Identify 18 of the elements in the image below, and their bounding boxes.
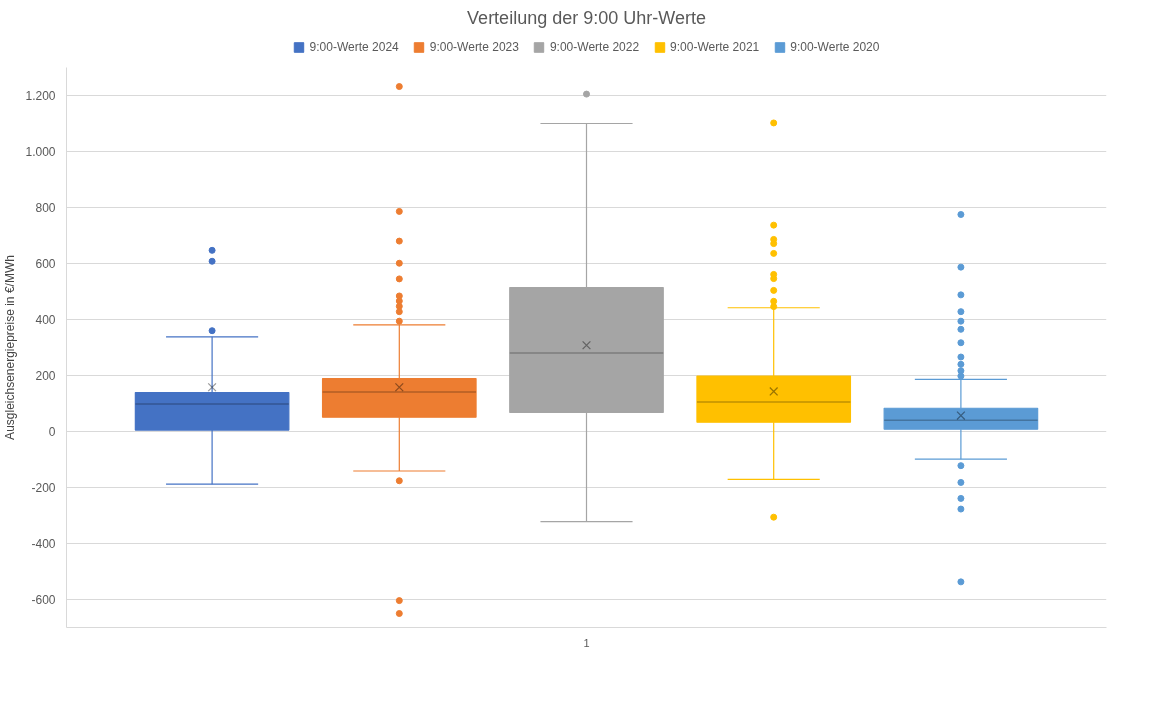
legend-label: 9:00-Werte 2022 xyxy=(549,40,640,54)
y-tick-label: 1.000 xyxy=(25,145,56,159)
y-tick-label: 1.200 xyxy=(25,89,56,103)
y-tick-label: 800 xyxy=(35,201,56,215)
chart-title: Verteilung der 9:00 Uhr-Werte xyxy=(467,7,706,28)
y-tick-label: -600 xyxy=(31,593,56,607)
y-tick-label: -400 xyxy=(31,537,56,551)
legend-label: 9:00-Werte 2024 xyxy=(309,40,399,54)
y-tick-label: 200 xyxy=(35,369,56,383)
y-tick-label: -200 xyxy=(31,481,56,495)
y-axis-title: Ausgleichsenergiepreise in €/MWh xyxy=(3,255,18,440)
legend-label: 9:00-Werte 2023 xyxy=(429,40,519,54)
legend-label: 9:00-Werte 2020 xyxy=(790,40,880,54)
y-tick-label: 600 xyxy=(35,257,56,271)
x-tick-label: 1 xyxy=(583,636,590,649)
y-tick-label: 400 xyxy=(35,313,56,327)
legend-label: 9:00-Werte 2021 xyxy=(670,40,760,54)
y-tick-label: 0 xyxy=(48,425,56,439)
